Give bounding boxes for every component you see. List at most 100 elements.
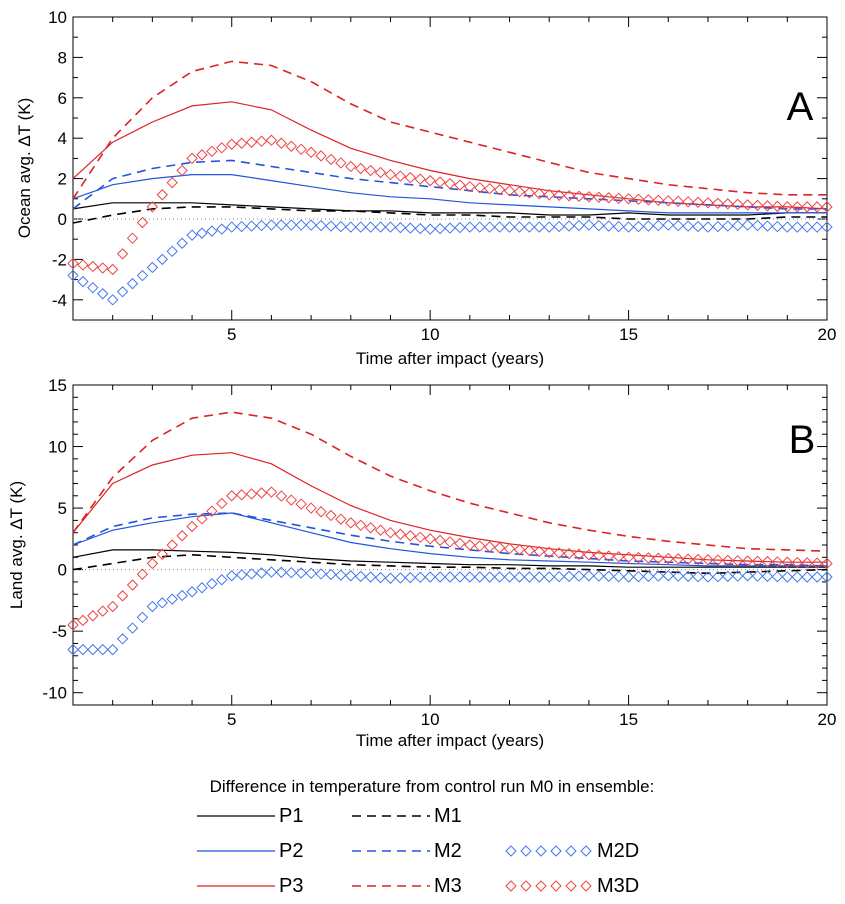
panel-b-point-m2d	[464, 571, 476, 583]
panel-b-point-m3d	[503, 542, 516, 555]
panel-a-point-m3d	[821, 201, 833, 213]
panel-a-y-tick-label: 4	[58, 129, 67, 148]
legend: Difference in temperature from control r…	[197, 777, 654, 897]
panel-b-point-m2d	[732, 570, 744, 582]
panel-a-point-m2d	[245, 220, 258, 232]
panel-b-point-m3d	[315, 506, 327, 518]
legend-swatch-m3d	[535, 880, 547, 892]
panel-a-point-m3d	[603, 192, 615, 204]
panel-a-point-m3d	[474, 181, 486, 194]
panel-a-point-m2d	[106, 294, 119, 306]
panel-b-point-m2d	[146, 600, 159, 613]
panel-b-point-m3d	[801, 557, 813, 569]
panel-b-point-m2d	[166, 593, 178, 605]
panel-b-point-m2d	[603, 570, 615, 583]
panel-a-point-m3d	[226, 138, 238, 150]
legend-swatch-m2d	[580, 845, 592, 857]
panel-b-point-m3d	[126, 579, 139, 591]
panel-a-point-m2d	[483, 221, 496, 233]
panel-b-point-m2d	[87, 643, 99, 656]
panel-b-point-m2d	[811, 571, 823, 583]
panel-a-point-m2d	[404, 222, 417, 234]
panel-a-series-p3	[72, 101, 828, 210]
panel-b-point-m3d	[712, 554, 724, 566]
panel-b-point-m2d	[612, 570, 625, 583]
panel-a-point-m2d	[364, 221, 377, 233]
panel-a-point-m3d	[751, 199, 764, 212]
panel-b-point-m2d	[255, 567, 268, 579]
panel-a-point-m2d	[335, 220, 347, 233]
panel-b-point-m2d	[652, 570, 665, 582]
panel-a-point-m3d	[761, 200, 774, 212]
panel-b-x-tick-label: 10	[421, 710, 440, 729]
panel-a-point-m2d	[186, 229, 198, 241]
panel-a-point-m3d	[444, 177, 456, 190]
panel-a-point-m3d	[394, 170, 407, 182]
panel-b-point-m2d	[206, 578, 218, 590]
panel-a-point-m2d	[255, 219, 268, 232]
panel-a-point-m3d	[632, 193, 645, 206]
panel-a-point-m2d	[394, 221, 407, 234]
panel-b-point-m3d	[563, 547, 575, 560]
panel-b-point-m3d	[216, 497, 228, 510]
panel-a-point-m2d	[722, 220, 734, 232]
legend-swatch-m2d	[520, 845, 532, 857]
panel-b-point-m3d	[325, 509, 337, 522]
panel-b-point-m3d	[255, 487, 268, 499]
panel-b-series-p1	[72, 549, 827, 568]
panel-a-point-m3d	[166, 176, 178, 189]
panel-a-point-m2d	[543, 221, 555, 233]
panel-a-point-m3d	[404, 171, 417, 184]
panel-a-point-m3d	[364, 164, 377, 177]
panel-a-point-m2d	[116, 286, 129, 298]
panel-b-point-m3d	[493, 542, 506, 554]
panel-a-point-m2d	[573, 219, 585, 232]
panel-b-point-m3d	[811, 557, 823, 569]
panel-b-point-m2d	[216, 574, 228, 586]
panel-b-point-m2d	[593, 570, 605, 582]
panel-b-point-m2d	[275, 566, 288, 579]
panel-a-point-m2d	[87, 281, 99, 294]
panel-a-point-m2d	[741, 219, 754, 231]
panel-a-point-m2d	[345, 221, 357, 233]
panel-b-point-m3d	[335, 513, 347, 525]
panel-a-point-m3d	[692, 196, 704, 209]
legend-swatch-m2d	[565, 845, 577, 857]
panel-b-point-m3d	[464, 539, 476, 551]
panel-a-series-m2d	[67, 219, 833, 306]
panel-b-point-m3d	[483, 541, 496, 553]
panel-a-point-m2d	[513, 221, 526, 233]
panel-a-point-m3d	[573, 190, 585, 202]
panel-a-point-m2d	[771, 220, 784, 233]
panel-a-point-m3d	[791, 201, 803, 213]
panel-b-point-m2d	[285, 566, 297, 579]
panel-a-point-m2d	[156, 253, 168, 266]
legend-swatch-m2d	[505, 845, 517, 857]
panel-a-point-m3d	[533, 188, 545, 200]
panel-b-point-m3d	[345, 517, 357, 529]
panel-b-point-m2d	[563, 570, 575, 583]
panel-a-point-m3d	[712, 197, 724, 210]
panel-a-point-m2d	[612, 220, 625, 233]
legend-label-p2: P2	[279, 840, 303, 862]
legend-swatch-m3d	[505, 880, 517, 892]
panel-a-point-m2d	[176, 237, 188, 249]
panel-b-point-m2d	[533, 571, 545, 583]
panel-a-point-m3d	[732, 198, 744, 211]
panel-b-point-m2d	[355, 570, 367, 583]
panel-a-point-m3d	[295, 143, 307, 156]
panel-b-point-m3d	[702, 554, 714, 566]
panel-b-point-m2d	[335, 569, 347, 581]
panel-b-point-m2d	[325, 568, 337, 581]
panel-a-point-m3d	[305, 146, 317, 159]
panel-b-point-m3d	[97, 605, 109, 617]
panel-b-point-m2d	[106, 643, 119, 656]
panel-a-point-m3d	[374, 166, 387, 179]
panel-a-point-m2d	[801, 221, 813, 233]
panel-b-point-m2d	[493, 571, 506, 583]
panel-a-point-m2d	[692, 220, 704, 233]
panel-a-point-m2d	[652, 219, 665, 232]
panel-b-point-m3d	[136, 568, 149, 580]
panel-b-point-m3d	[781, 556, 794, 568]
panel-b-point-m3d	[662, 552, 674, 565]
